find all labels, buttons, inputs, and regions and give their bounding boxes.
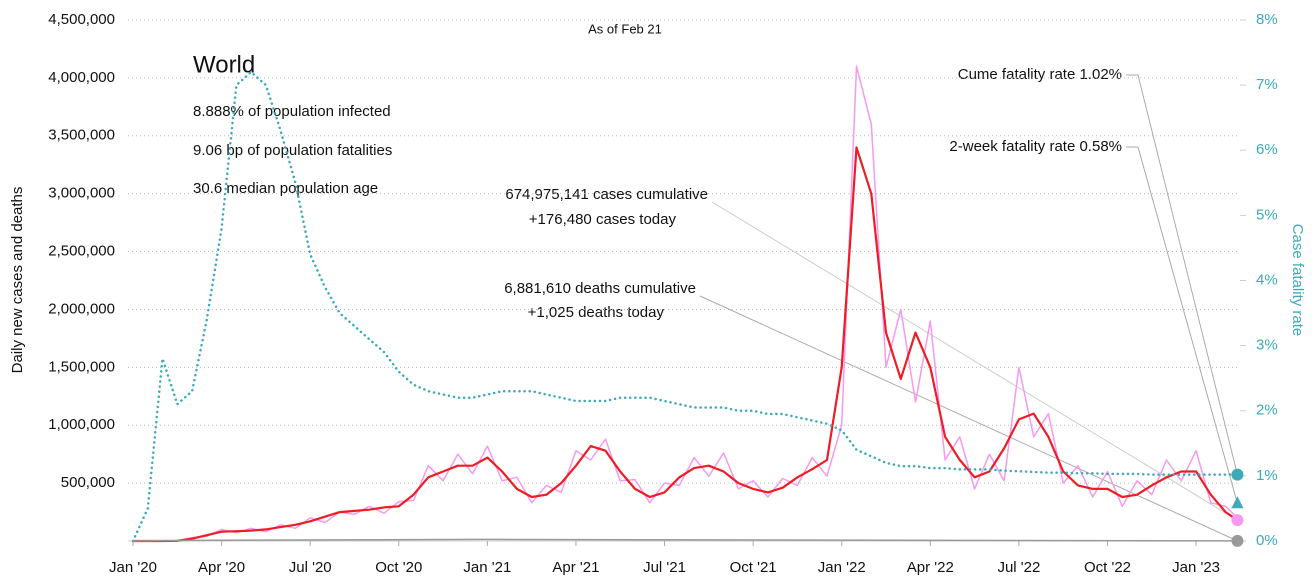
deaths-end-marker <box>1231 534 1244 547</box>
leader-line <box>1126 74 1238 475</box>
y2-axis-label: Case fatality rate <box>1289 224 1306 337</box>
leader-line <box>711 201 1238 521</box>
x-tick-label: Jul '22 <box>997 559 1040 576</box>
y2-tick-label: 4% <box>1256 271 1278 288</box>
callout-text: Cume fatality rate 1.02% <box>958 66 1122 83</box>
y-tick-label: 3,500,000 <box>48 127 115 144</box>
callout-text: 6,881,610 deaths cumulative <box>504 280 696 297</box>
two-week-fatality-marker <box>1231 496 1244 509</box>
series-line <box>133 146 1239 543</box>
y-axis-label: Daily new cases and deaths <box>9 187 26 374</box>
stat-line: 9.06 bp of population fatalities <box>193 142 392 159</box>
x-tick-label: Apr '21 <box>552 559 599 576</box>
x-tick-label: Jan '22 <box>818 559 866 576</box>
x-tick-label: Oct '22 <box>1084 559 1131 576</box>
callout-text: 2-week fatality rate 0.58% <box>949 138 1122 155</box>
y2-tick-label: 0% <box>1256 532 1278 549</box>
callout-text: +176,480 cases today <box>529 211 677 228</box>
x-tick-label: Jan '21 <box>463 559 511 576</box>
x-tick-label: Apr '20 <box>198 559 245 576</box>
x-tick-label: Apr '22 <box>907 559 954 576</box>
series-line <box>131 70 1239 543</box>
subtitle: As of Feb 21 <box>588 21 662 36</box>
y-tick-label: 4,500,000 <box>48 11 115 28</box>
callout-text: 674,975,141 cases cumulative <box>505 186 708 203</box>
region-title: World <box>193 51 255 78</box>
y2-tick-label: 8% <box>1256 11 1278 28</box>
y2-tick-label: 1% <box>1256 467 1278 484</box>
leader-line <box>1126 146 1238 504</box>
y-tick-label: 2,500,000 <box>48 243 115 260</box>
x-tick-label: Jul '20 <box>289 559 332 576</box>
y2-tick-label: 3% <box>1256 337 1278 354</box>
cume-fatality-marker <box>1231 468 1244 481</box>
cases-end-marker <box>1231 514 1244 527</box>
y-tick-label: 4,000,000 <box>48 69 115 86</box>
y2-tick-label: 6% <box>1256 141 1278 158</box>
y-tick-label: 3,000,000 <box>48 185 115 202</box>
y-tick-label: 1,000,000 <box>48 416 115 433</box>
y2-tick-label: 5% <box>1256 206 1278 223</box>
y-tick-label: 500,000 <box>61 474 115 491</box>
y2-tick-label: 7% <box>1256 76 1278 93</box>
series-line <box>132 538 1238 542</box>
leader-line <box>699 295 1238 542</box>
x-tick-label: Jan '20 <box>109 559 157 576</box>
x-tick-label: Oct '20 <box>375 559 422 576</box>
callout-text: +1,025 deaths today <box>528 304 665 321</box>
x-tick-label: Jan '23 <box>1172 559 1220 576</box>
stat-line: 8.888% of population infected <box>193 103 391 120</box>
stat-line: 30.6 median population age <box>193 180 378 197</box>
y-tick-label: 1,500,000 <box>48 358 115 375</box>
x-tick-label: Oct '21 <box>730 559 777 576</box>
y2-tick-label: 2% <box>1256 402 1278 419</box>
y-tick-label: 2,000,000 <box>48 300 115 317</box>
x-tick-label: Jul '21 <box>643 559 686 576</box>
